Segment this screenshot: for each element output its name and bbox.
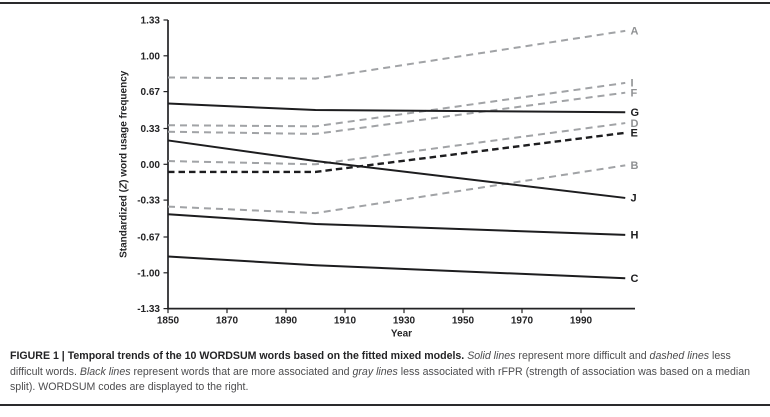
caption-segment: represent more difficult and — [515, 350, 650, 362]
x-tick-label: 1910 — [334, 316, 357, 327]
series-label-E: E — [631, 128, 638, 140]
series-line-G — [167, 102, 626, 114]
series-line-J — [167, 139, 626, 199]
series-label-I: I — [631, 78, 634, 90]
x-tick-label: 1930 — [393, 316, 416, 327]
series-line-H — [167, 213, 626, 236]
top-divider — [0, 2, 770, 4]
series-label-H: H — [631, 230, 639, 242]
y-tick-label: -1.00 — [137, 268, 160, 279]
x-tick-label: 1870 — [216, 316, 239, 327]
y-axis-title: Standardized (Z) word usage frequency — [119, 70, 130, 258]
x-tick-label: 1970 — [511, 316, 534, 327]
x-tick-label: 1990 — [570, 316, 593, 327]
axes — [167, 20, 635, 310]
y-tick-label: -0.33 — [137, 196, 160, 207]
series-label-G: G — [631, 107, 640, 119]
figure-caption: FIGURE 1 | Temporal trends of the 10 WOR… — [10, 349, 762, 396]
series-line-F — [167, 91, 626, 135]
series-line-C — [167, 255, 626, 280]
series-line-D — [167, 122, 626, 166]
caption-segment: represent words that are more associated… — [130, 365, 353, 378]
caption-segment: Solid lines — [467, 350, 516, 362]
series-label-B: B — [631, 160, 639, 172]
series-label-F: F — [631, 87, 638, 99]
y-tick-label: -0.67 — [137, 232, 160, 243]
y-tick-label: 0.33 — [141, 124, 161, 135]
caption-segment: Black lines — [79, 365, 131, 378]
y-tick-label: 0.00 — [141, 160, 161, 171]
series-label-D: D — [631, 118, 639, 130]
x-tick-label: 1850 — [157, 316, 180, 327]
caption-segment: less associated with rFPR (strength of a… — [10, 365, 750, 394]
y-tick-label: 1.00 — [141, 51, 161, 62]
series-line-I — [167, 81, 626, 128]
y-tick-label: -1.33 — [137, 304, 160, 315]
series-label-J: J — [631, 193, 637, 205]
series-line-E — [168, 131, 626, 174]
series-line-A — [167, 29, 626, 80]
y-tick-label: 1.33 — [141, 15, 161, 26]
x-tick-label: 1950 — [452, 316, 475, 327]
caption-segment: gray lines — [352, 365, 398, 378]
caption-segment: less difficult words. — [10, 350, 731, 378]
caption-segment: FIGURE 1 | Temporal trends of the 10 WOR… — [10, 350, 468, 362]
caption-segment: dashed lines — [649, 350, 710, 362]
wordsum-trend-chart: 1.33 1.00 0.67 0.33 0.00 -0.33 -0.67 -1.00 -1.33… — [119, 15, 640, 340]
series-label-C: C — [631, 273, 639, 285]
series-label-A: A — [631, 26, 639, 38]
x-tick-label: 1890 — [275, 316, 298, 327]
x-axis-title: Year — [391, 329, 412, 340]
y-tick-label: 0.67 — [141, 87, 161, 98]
bottom-divider — [0, 404, 770, 406]
series-line-B — [167, 164, 626, 215]
